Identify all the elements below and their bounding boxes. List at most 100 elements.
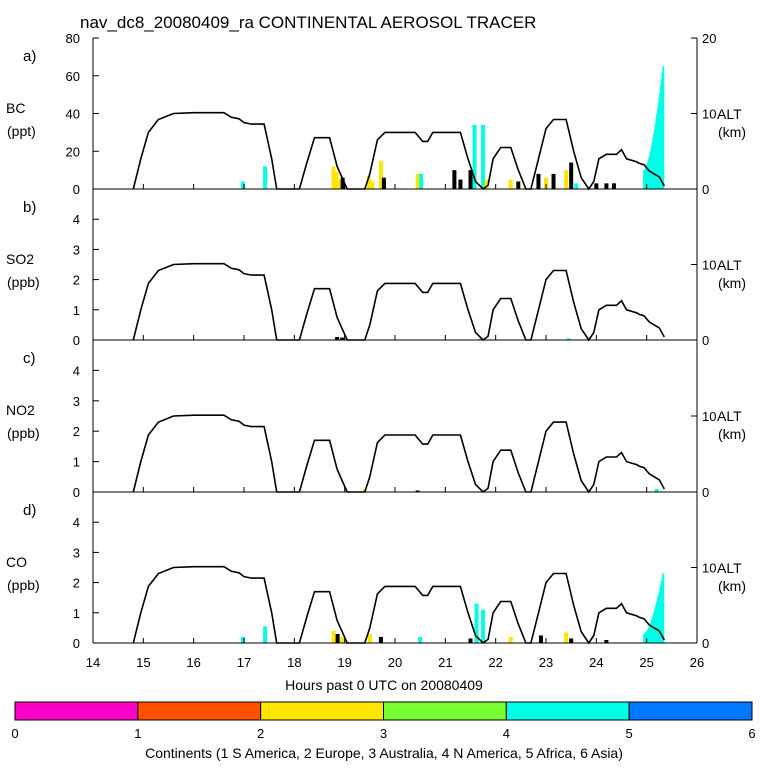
concentration-bar (334, 172, 339, 189)
y-tick-label: 3 (73, 545, 80, 560)
concentration-bar (569, 162, 574, 189)
concentration-bar (340, 636, 345, 643)
concentration-bar (370, 181, 375, 189)
y-tick-label: 2 (73, 424, 80, 439)
y-tick-label: 60 (66, 69, 80, 84)
species-label: NO2 (6, 402, 35, 418)
colorbar-tick-label: 0 (11, 726, 18, 741)
concentration-bar (654, 488, 659, 492)
concentration-bar (481, 609, 486, 643)
alt-tick-label: 0 (702, 485, 709, 500)
y-tick-label: 3 (73, 394, 80, 409)
panel-letter: c) (23, 350, 36, 367)
concentration-bar (484, 179, 489, 189)
y-tick-label: 2 (73, 576, 80, 591)
concentration-bar (536, 173, 541, 189)
colorbar-swatch (383, 701, 507, 721)
concentration-bar (604, 183, 609, 189)
x-tick-label: 16 (186, 655, 200, 670)
alt-axis-name: ALT (717, 560, 742, 576)
panel-letter: a) (23, 48, 36, 65)
y-tick-label: 0 (73, 182, 80, 197)
colorbar-tick-label: 6 (748, 726, 755, 741)
concentration-bar (415, 490, 420, 492)
colorbar-swatch (505, 701, 630, 721)
concentration-bar (340, 177, 345, 189)
panel-so2: 0 1 2 3 4 0 10 ALT (km) b) SO2 (ppb) (6, 189, 746, 348)
concentration-bar (574, 183, 579, 189)
x-axis-label: Hours past 0 UTC on 20080409 (285, 677, 483, 693)
species-units: (ppb) (7, 577, 40, 593)
x-tick-label: 24 (589, 655, 603, 670)
x-tick-label: 15 (136, 655, 150, 670)
concentration-bar (468, 170, 473, 189)
concentration-bar (564, 170, 569, 189)
concentration-bar (478, 338, 483, 340)
alt-axis-name: ALT (717, 106, 742, 122)
alt-tick-label: 0 (702, 636, 709, 651)
y-tick-label: 20 (66, 144, 80, 159)
alt-tick-label: 10 (702, 258, 716, 273)
y-tick-label: 3 (73, 242, 80, 257)
panel-bc: 0 20 40 60 80 0 10 20 ALT (km) a) BC (ppt) (6, 31, 746, 197)
altitude-line (132, 262, 666, 342)
panel-no2: 0 1 2 3 4 0 10 ALT (km) c) NO2 (ppb) (6, 340, 746, 500)
concentration-bar (508, 636, 513, 643)
concentration-bar (508, 179, 513, 189)
concentration-bar (481, 124, 486, 189)
species-label: CO (6, 554, 27, 570)
panel-letter: d) (23, 502, 36, 519)
species-units: (ppt) (7, 123, 36, 139)
colorbar-tick-label: 3 (380, 726, 387, 741)
concentration-bar (662, 66, 665, 189)
concentration-bar (418, 636, 423, 643)
concentration-bar (472, 124, 477, 189)
alt-tick-label: 10 (702, 107, 716, 122)
colorbar-tick-label: 4 (503, 726, 510, 741)
alt-tick-label: 10 (702, 561, 716, 576)
species-label: BC (6, 100, 25, 116)
concentration-bar (335, 336, 340, 340)
colorbar-tick-label: 1 (134, 726, 141, 741)
concentration-bar (468, 638, 473, 643)
alt-tick-label: 0 (702, 182, 709, 197)
concentration-bar (604, 639, 609, 643)
panel-co: 0 1 2 3 4 0 10 ALT (km) d) CO (ppb) (6, 492, 746, 651)
y-tick-label: 80 (66, 31, 80, 46)
x-tick-label: 19 (337, 655, 351, 670)
altitude-line (132, 565, 666, 645)
x-tick-label: 26 (690, 655, 704, 670)
y-tick-label: 4 (73, 515, 80, 530)
alt-axis-name: ALT (717, 257, 742, 273)
colorbar-swatch (628, 701, 753, 721)
concentration-bar (538, 635, 543, 643)
species-label: SO2 (6, 251, 34, 267)
concentration-bar (564, 632, 569, 643)
alt-tick-label: 10 (702, 409, 716, 424)
species-units: (ppb) (7, 274, 40, 290)
y-tick-label: 0 (73, 485, 80, 500)
concentration-bar (551, 173, 556, 189)
colorbar-tick-label: 2 (257, 726, 264, 741)
y-tick-label: 0 (73, 636, 80, 651)
x-tick-label: 23 (539, 655, 553, 670)
y-tick-label: 1 (73, 455, 80, 470)
concentration-bar (569, 638, 574, 643)
x-tick-label: 22 (488, 655, 502, 670)
x-tick-label: 18 (287, 655, 301, 670)
concentration-bar (240, 636, 245, 643)
x-tick-labels: 14 15 16 17 18 19 20 21 22 23 24 25 26 (86, 655, 704, 670)
y-tick-label: 2 (73, 273, 80, 288)
concentration-bar (419, 173, 424, 189)
concentration-bar (263, 626, 268, 643)
panel-letter: b) (23, 199, 36, 216)
alt-axis-name: ALT (717, 408, 742, 424)
concentration-bar (337, 179, 342, 189)
alt-axis-units: (km) (718, 578, 746, 594)
y-tick-label: 1 (73, 303, 80, 318)
y-tick-label: 0 (73, 333, 80, 348)
alt-axis-units: (km) (718, 426, 746, 442)
concentration-bar (240, 181, 245, 189)
